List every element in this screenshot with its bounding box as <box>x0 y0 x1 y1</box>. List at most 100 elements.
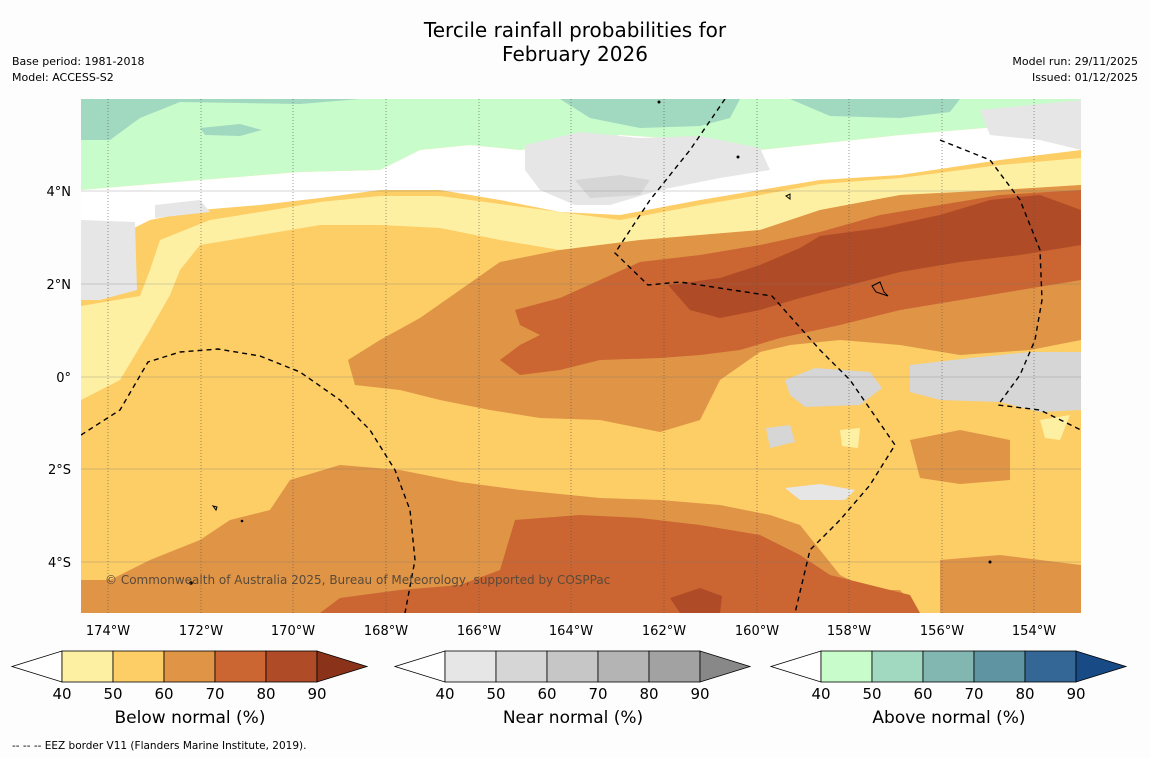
lat-grid-lines <box>81 190 1081 563</box>
longitude-label: 172°W <box>179 624 223 639</box>
colorbar-segment <box>61 650 114 683</box>
colorbar-segment <box>973 650 1026 683</box>
model-run: Model run: 29/11/2025 <box>1012 55 1138 68</box>
near-normal-40-region <box>155 200 210 218</box>
colorbar-segment <box>820 650 873 683</box>
below-normal-60-region <box>940 555 1081 613</box>
colorbar-segment <box>546 650 599 683</box>
near-normal-40-region <box>81 220 137 300</box>
above-normal-50-region <box>790 99 960 118</box>
latitude-label: 4°N <box>47 185 72 200</box>
colorbar-tick: 50 <box>862 685 881 703</box>
latitude-label: 2°N <box>47 278 72 293</box>
model-name: Model: ACCESS-S2 <box>12 71 114 84</box>
colorbar-tick: 90 <box>690 685 709 703</box>
below-normal-40-region <box>81 158 1081 400</box>
chart-title: Tercile rainfall probabilities for Febru… <box>0 18 1150 66</box>
above-normal-50-region <box>560 99 740 128</box>
colorbar-tick: 80 <box>639 685 658 703</box>
above-normal-40-region <box>81 99 1081 190</box>
colorbar-tick: 60 <box>537 685 556 703</box>
below-normal-80-region <box>668 195 1081 318</box>
above-normal-50-region <box>81 99 360 140</box>
longitude-label: 162°W <box>642 624 686 639</box>
longitude-label: 168°W <box>364 624 408 639</box>
below-normal-70-region <box>320 515 920 613</box>
longitude-label: 156°W <box>920 624 964 639</box>
header-right: Model run: 29/11/2025 Issued: 01/12/2025 <box>1012 54 1138 86</box>
colorbar-segment <box>112 650 165 683</box>
latitude-label: 0° <box>56 371 71 386</box>
eez-borders <box>81 99 1081 613</box>
colorbar-min-extension <box>393 650 446 683</box>
below-normal-40-region <box>840 428 860 448</box>
colorbar-tick: 70 <box>205 685 224 703</box>
colorbar-max-extension <box>699 650 752 683</box>
colorbar-1: 40 50 60 70 80 90 <box>393 650 752 703</box>
near-normal-50-region <box>575 175 650 198</box>
colorbar-min-extension <box>10 650 63 683</box>
longitude-labels: 174°W 172°W 170°W 168°W 166°W 164°W 162°W 160°W… <box>86 624 1056 639</box>
header-left: Base period: 1981-2018 Model: ACCESS-S2 <box>12 54 144 86</box>
near-normal-40-region <box>980 100 1081 150</box>
colorbar-segment <box>648 650 701 683</box>
below-normal-80-region <box>670 588 722 613</box>
above-normal-50-region <box>200 124 262 136</box>
longitude-label: 166°W <box>457 624 501 639</box>
near-normal-40-region <box>785 484 855 500</box>
colorbar-max-extension <box>1075 650 1128 683</box>
colorbar-min-extension <box>769 650 822 683</box>
near-normal-50-region <box>910 352 1081 412</box>
below-normal-label: Below normal (%) <box>114 708 266 728</box>
colorbar-tick: 90 <box>1066 685 1085 703</box>
colorbar-tick: 70 <box>588 685 607 703</box>
colorbar-tick: 40 <box>811 685 830 703</box>
longitude-label: 174°W <box>86 624 130 639</box>
colorbar-tick: 60 <box>913 685 932 703</box>
colorbar-max-extension <box>316 650 369 683</box>
latitude-labels: 4°N 2°N 0° 2°S 4°S <box>47 185 72 571</box>
colorbar-tick: 40 <box>435 685 454 703</box>
title-line-2: February 2026 <box>502 42 648 66</box>
eez-footnote: -- -- -- EEZ border V11 (Flanders Marine… <box>12 740 307 752</box>
colorbar-tick: 40 <box>52 685 71 703</box>
latitude-label: 4°S <box>48 556 71 571</box>
above-normal-label: Above normal (%) <box>872 708 1026 728</box>
colorbar-segment <box>871 650 924 683</box>
colorbar-tick: 80 <box>256 685 275 703</box>
colorbar-segment <box>922 650 975 683</box>
longitude-label: 164°W <box>549 624 593 639</box>
colorbar-tick: 50 <box>103 685 122 703</box>
near-normal-50-region <box>766 425 795 448</box>
colorbar-segment <box>1024 650 1077 683</box>
colorbar-segment <box>265 650 318 683</box>
longitude-label: 154°W <box>1012 624 1056 639</box>
colorbar-0: 40 50 60 70 80 90 <box>10 650 369 703</box>
colorbar-tick: 60 <box>154 685 173 703</box>
colorbar-tick: 80 <box>1015 685 1034 703</box>
longitude-label: 158°W <box>827 624 871 639</box>
below-normal-60-region <box>910 430 1010 484</box>
islands <box>189 100 992 585</box>
near-normal-label: Near normal (%) <box>502 708 644 728</box>
colorbar-segment <box>163 650 216 683</box>
title-line-1: Tercile rainfall probabilities for <box>423 18 727 42</box>
colorbar-segment <box>214 650 267 683</box>
longitude-label: 160°W <box>735 624 779 639</box>
colorbar-segment <box>444 650 497 683</box>
latitude-label: 2°S <box>48 463 71 478</box>
colorbar-segment <box>495 650 548 683</box>
copyright-text: © Commonwealth of Australia 2025, Bureau… <box>105 573 610 587</box>
issued-date: Issued: 01/12/2025 <box>1031 71 1138 84</box>
colorbar-tick: 90 <box>307 685 326 703</box>
colorbar-2: 40 50 60 70 80 90 <box>769 650 1128 703</box>
longitude-label: 170°W <box>271 624 315 639</box>
colorbar-tick: 50 <box>486 685 505 703</box>
near-normal-50-region <box>785 368 882 407</box>
base-period: Base period: 1981-2018 <box>12 55 145 68</box>
colorbar-tick: 70 <box>964 685 983 703</box>
colorbars: 40 50 60 70 80 90 40 50 60 70 80 90 40 50 60 70 80 90 <box>10 650 1128 703</box>
colorbar-segment <box>597 650 650 683</box>
probability-field <box>81 99 1081 613</box>
